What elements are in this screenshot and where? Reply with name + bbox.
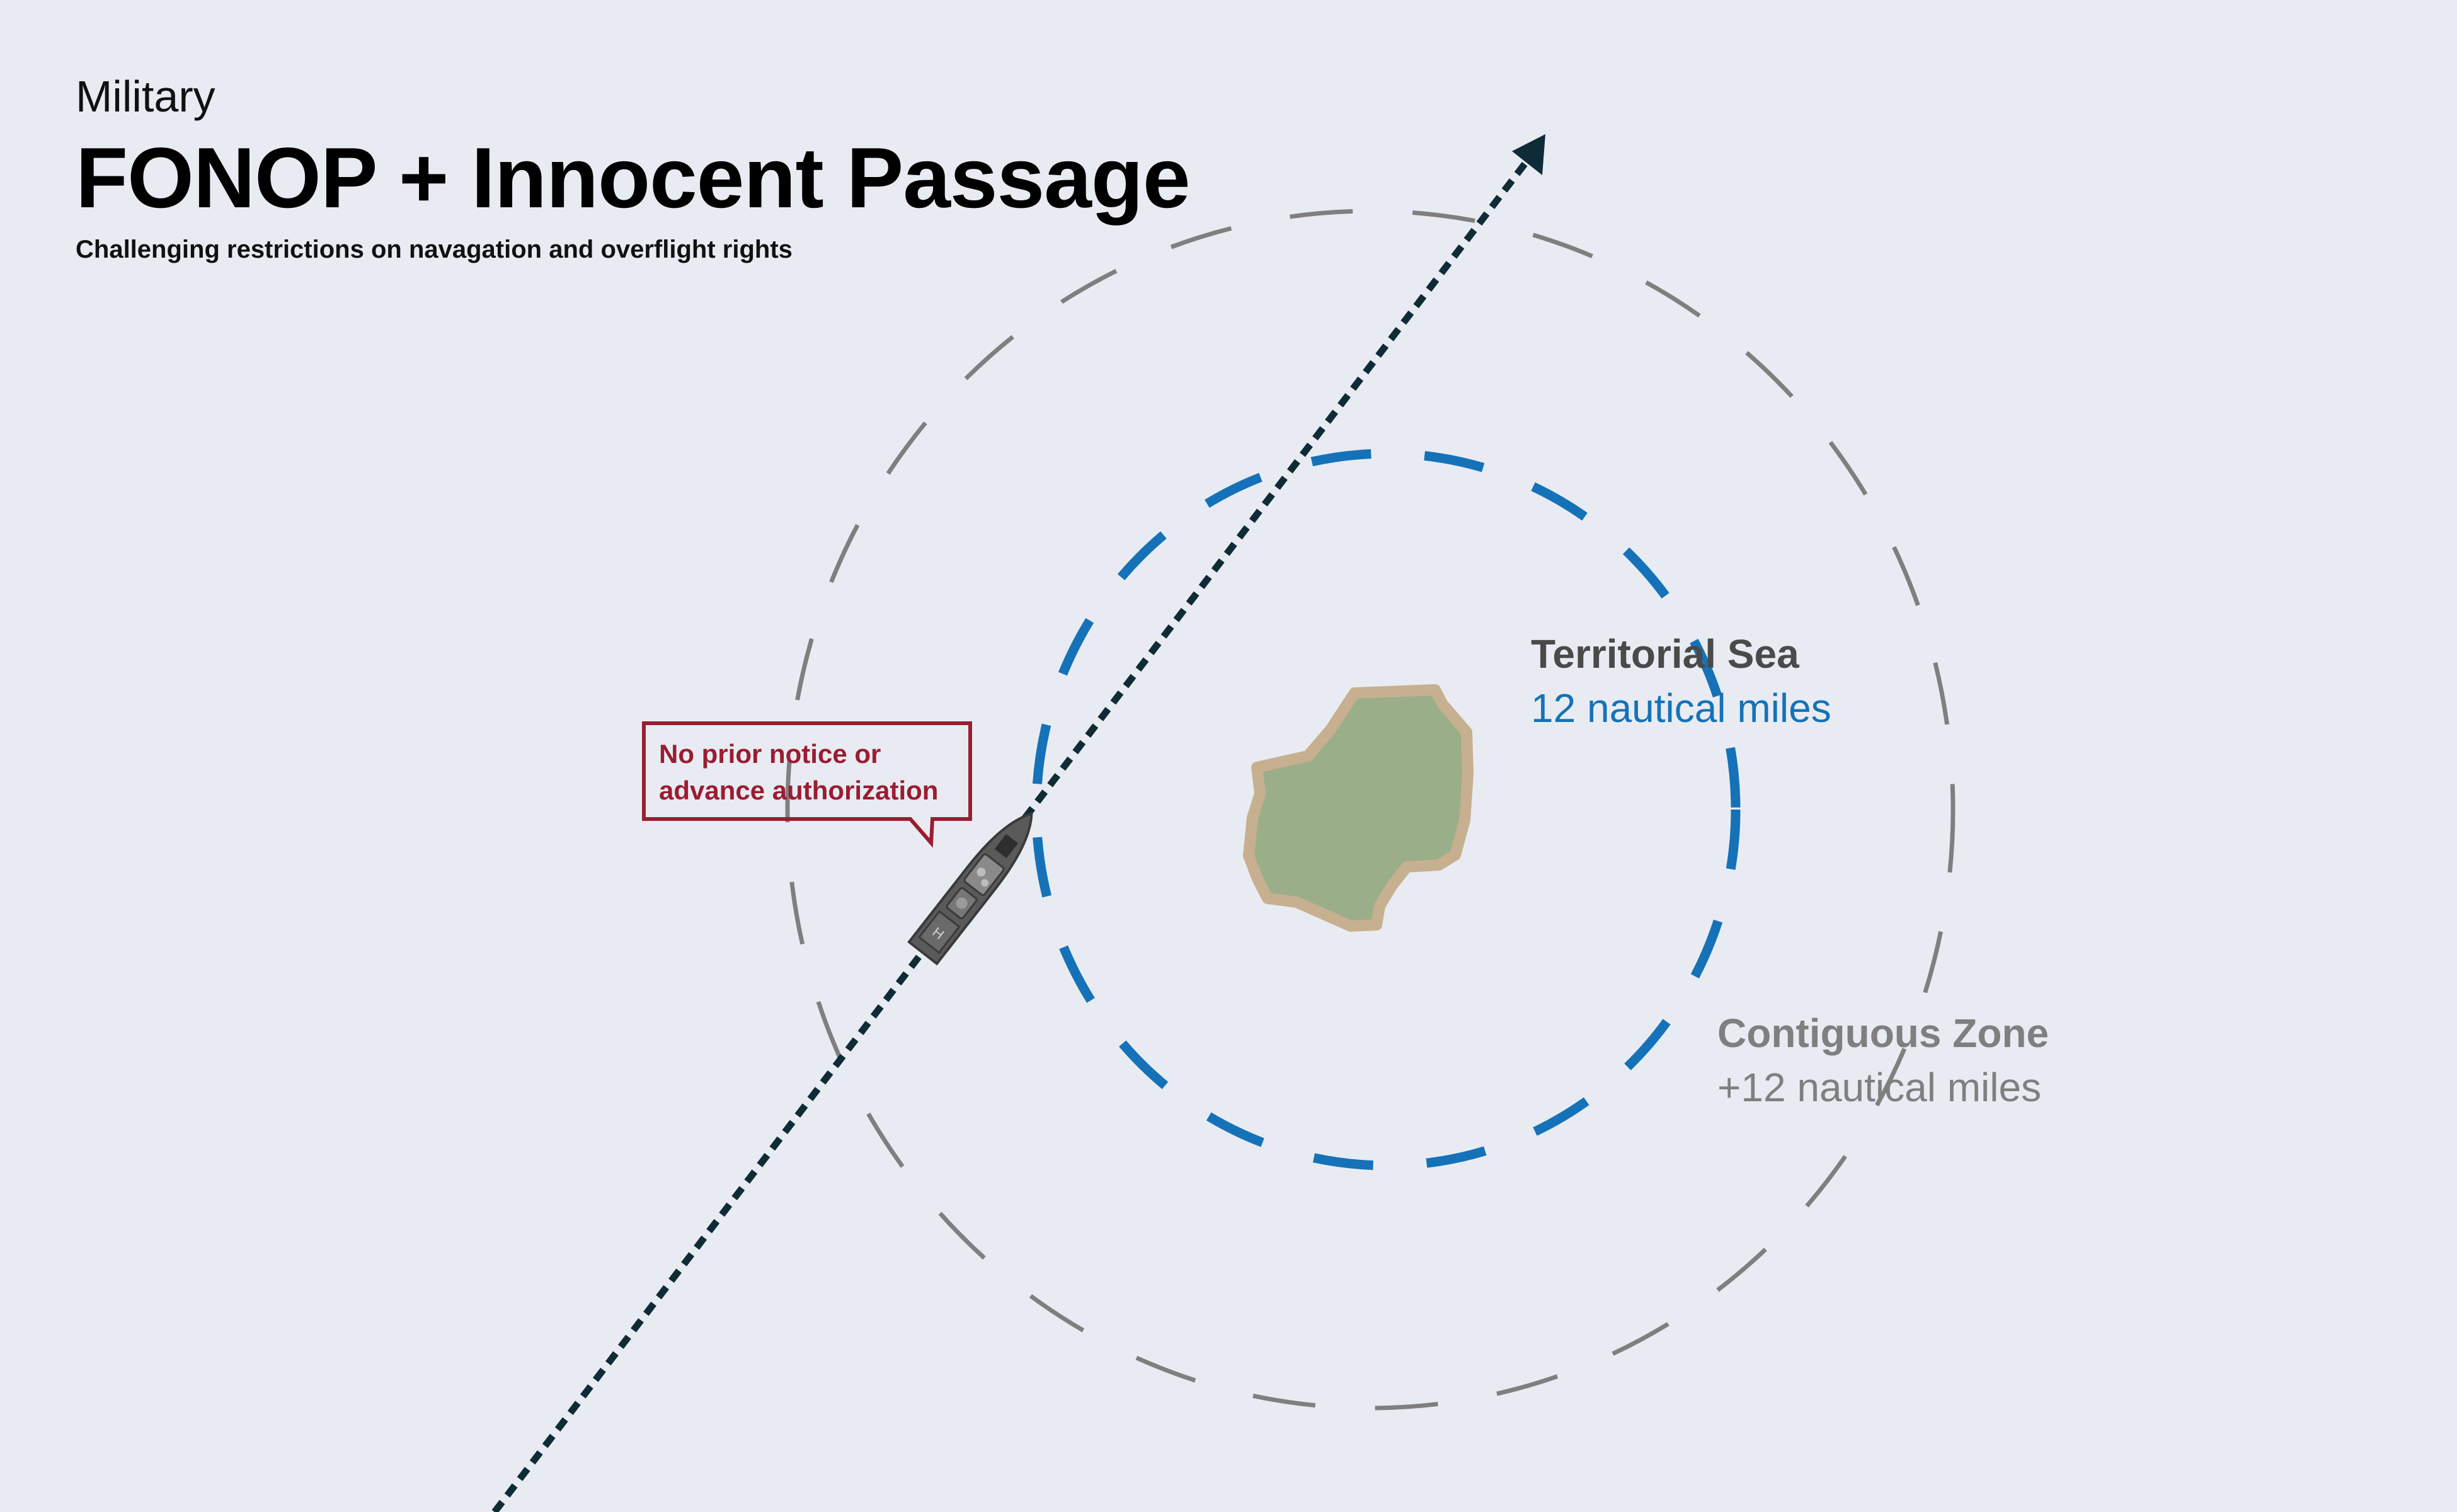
- callout-frame: [642, 721, 972, 848]
- territorial-sea-ring: [1031, 449, 1741, 1171]
- island-icon: [1243, 684, 1474, 932]
- callout-line-1: No prior notice or: [659, 739, 881, 769]
- territorial-sea-name: Territorial Sea: [1531, 631, 1799, 677]
- contiguous-zone-label: Contiguous Zone +12 nautical miles: [1717, 1013, 2049, 1108]
- callout-line-2: advance authorization: [659, 776, 939, 805]
- header: Military FONOP + Innocent Passage Challe…: [76, 72, 1191, 264]
- territorial-sea-label: Territorial Sea 12 nautical miles: [1531, 634, 1831, 728]
- page-subtitle: Challenging restrictions on navagation a…: [76, 236, 793, 263]
- contiguous-zone-ring: [785, 209, 1956, 1411]
- kicker: Military: [76, 72, 215, 121]
- page-title: FONOP + Innocent Passage: [76, 130, 1191, 226]
- territorial-sea-distance: 12 nautical miles: [1531, 685, 1831, 731]
- callout-box: No prior notice or advance authorization: [644, 723, 970, 818]
- contiguous-zone-name: Contiguous Zone: [1717, 1011, 2049, 1056]
- arrow-head-icon: [1512, 134, 1545, 175]
- warship-icon: H: [907, 812, 1033, 966]
- route-line: [491, 155, 1533, 1512]
- contiguous-zone-distance: +12 nautical miles: [1717, 1065, 2042, 1110]
